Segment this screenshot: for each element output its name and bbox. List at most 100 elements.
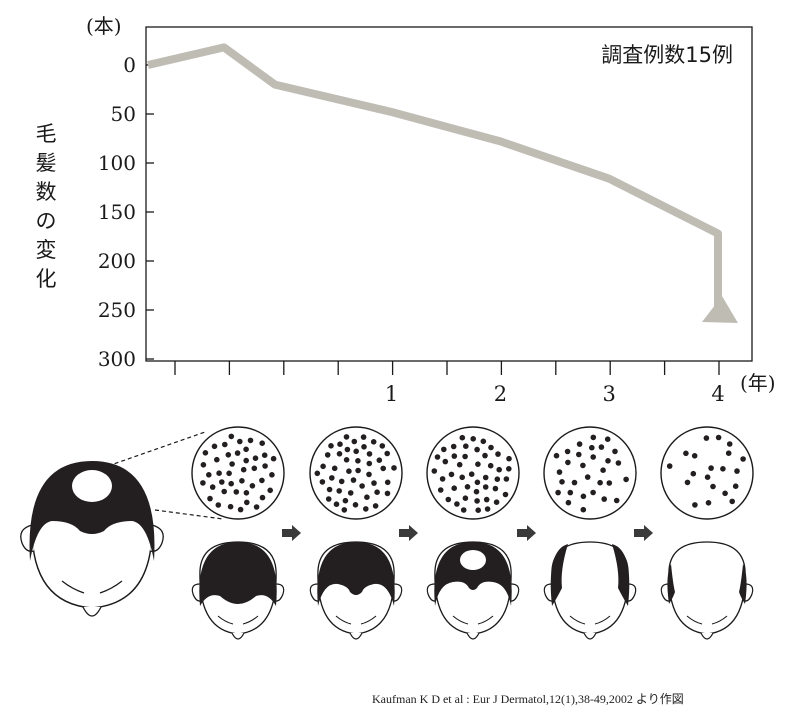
hair-follicle-dot: [604, 436, 611, 443]
hair-follicle-dot: [370, 439, 377, 445]
hair-follicle-dot: [333, 501, 340, 508]
hair-follicle-dot: [590, 489, 596, 496]
hair-follicle-dot: [740, 456, 746, 462]
hair-follicle-dot: [259, 494, 266, 501]
hair-follicle-dot: [336, 451, 343, 457]
hair-follicle-dot: [459, 434, 466, 441]
hair-follicle-dot: [352, 502, 359, 508]
hair-follicle-dot: [590, 454, 596, 460]
y-axis-label-char: 変: [36, 238, 57, 262]
y-tick-label: 250: [98, 298, 136, 322]
hair-follicle-dot: [565, 459, 571, 466]
head-stage-receding-top: [543, 541, 637, 640]
face-line: [452, 615, 469, 625]
x-tick-label: 3: [603, 382, 616, 406]
hair-follicle-dot: [726, 441, 733, 447]
hair-follicle-dot: [474, 498, 480, 504]
hair-follicle-dot: [207, 495, 213, 502]
hair-follicle-dot: [337, 441, 343, 448]
hair-follicle-dot: [237, 438, 243, 445]
hair-follicle-dot: [314, 470, 321, 477]
hair-follicle-dot: [692, 502, 698, 508]
nose: [466, 632, 480, 640]
hair-follicle-dot: [364, 494, 370, 501]
hair-follicle-dot: [331, 465, 338, 472]
x-tick-label: 2: [494, 382, 507, 406]
hair-follicle-dot: [347, 490, 354, 496]
hair-follicle-dot: [580, 506, 587, 513]
hair-follicle-dot: [690, 470, 697, 477]
hair-follicle-dot: [366, 460, 373, 467]
hair-follicle-dot: [506, 455, 512, 462]
hair-follicle-dot: [715, 434, 722, 441]
x-tick-label: 1: [385, 382, 398, 406]
ear: [191, 583, 202, 602]
scalp-circle-outline: [309, 426, 403, 520]
hair-follicle-dot: [589, 444, 595, 451]
x-axis: 12345: [174, 361, 725, 406]
y-axis-label-char: 数: [36, 180, 57, 204]
hair-follicle-dot: [355, 467, 361, 474]
hair-follicle-dot: [556, 469, 563, 475]
scalp-circle-outline: [660, 426, 754, 520]
hair-follicle-dot: [253, 504, 260, 510]
hair-follicle-dot: [360, 434, 367, 440]
hair-follicle-dot: [202, 450, 209, 456]
hair-follicle-dot: [441, 446, 447, 453]
hair-follicle-dot: [503, 476, 510, 482]
progression-arrow: [282, 525, 301, 541]
hair-follicle-dot: [228, 433, 235, 440]
hair: [317, 542, 395, 606]
hair-follicle-dot: [359, 483, 365, 489]
hair-follicle-dot: [494, 476, 501, 483]
hair-follicle-dot: [451, 453, 458, 459]
y-axis-label-char: の: [36, 209, 57, 233]
face-line: [477, 615, 494, 625]
hair-follicle-dot: [482, 484, 489, 490]
hair-follicle-dot: [460, 507, 467, 513]
hair-follicle-dot: [342, 497, 349, 504]
hair-follicle-dot: [445, 496, 452, 503]
hair-follicle-dot: [221, 488, 227, 495]
hair-follicle-dot: [384, 450, 391, 457]
progression-arrow: [517, 525, 536, 541]
hair-follicle-dot: [216, 470, 222, 477]
hair-follicle-dot: [601, 496, 607, 502]
hair-follicle-dot: [328, 443, 334, 449]
face-line: [569, 615, 586, 625]
hair-follicle-dot: [244, 499, 250, 506]
hair-follicle-dot: [439, 476, 446, 482]
hair-follicle-dot: [234, 450, 241, 456]
hair-follicle-dot: [325, 496, 332, 502]
hair-follicle-dot: [470, 436, 477, 442]
hair-follicle-dot: [597, 479, 603, 486]
hair-follicle-dot: [442, 458, 449, 465]
hair-follicle-dot: [559, 479, 565, 485]
face-line: [335, 615, 352, 625]
y-tick-label: 150: [98, 200, 136, 224]
hair-follicle-dot: [379, 443, 386, 449]
hair-follicle-dot: [450, 443, 457, 450]
y-tick-label: 0: [123, 53, 136, 77]
hair-follicle-dot: [366, 451, 373, 457]
hair-follicle-dot: [237, 506, 244, 513]
hair-follicle-dot: [233, 489, 240, 495]
hair-follicle-dot: [225, 452, 232, 458]
hair-follicle-dot: [483, 496, 490, 503]
hair-follicle-dot: [320, 463, 326, 470]
head-stage-full-hair: [191, 541, 285, 640]
hair-follicle-dot: [606, 480, 613, 486]
hair-follicle-dot: [363, 506, 369, 512]
scalp-density-circle: [309, 426, 403, 520]
hair-follicle-dot: [484, 506, 491, 512]
hair-follicle-dot: [338, 478, 345, 485]
hair-follicle-dot: [462, 495, 469, 502]
hair-follicle-dot: [319, 479, 326, 485]
hair-loss-illustration: [20, 426, 754, 640]
hair-follicle-dot: [240, 466, 247, 473]
hair-follicle-dot: [613, 497, 620, 504]
hair-follicle-dot: [324, 452, 331, 458]
series-group: [147, 43, 738, 323]
ear: [274, 583, 285, 602]
